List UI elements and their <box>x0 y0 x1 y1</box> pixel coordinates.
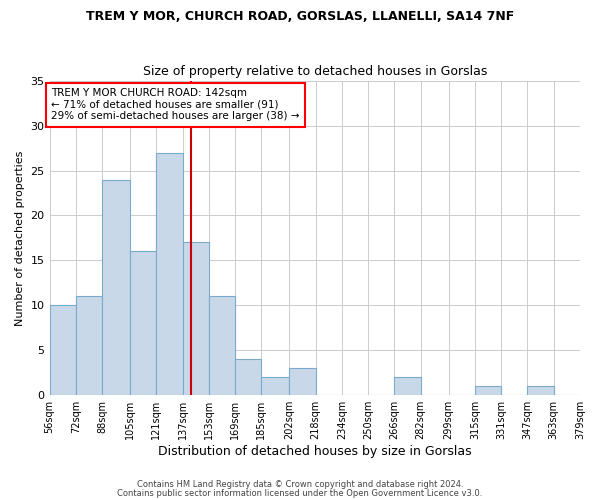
Title: Size of property relative to detached houses in Gorslas: Size of property relative to detached ho… <box>143 66 487 78</box>
Y-axis label: Number of detached properties: Number of detached properties <box>15 150 25 326</box>
Text: Contains public sector information licensed under the Open Government Licence v3: Contains public sector information licen… <box>118 488 482 498</box>
Bar <box>182 242 209 394</box>
Text: Contains HM Land Registry data © Crown copyright and database right 2024.: Contains HM Land Registry data © Crown c… <box>137 480 463 489</box>
Bar <box>209 296 235 394</box>
Bar <box>50 305 76 394</box>
Bar <box>475 386 501 394</box>
Bar <box>156 152 182 394</box>
Bar <box>102 180 130 394</box>
Bar <box>262 377 289 394</box>
Bar <box>394 377 421 394</box>
Bar <box>130 252 156 394</box>
Text: TREM Y MOR CHURCH ROAD: 142sqm
← 71% of detached houses are smaller (91)
29% of : TREM Y MOR CHURCH ROAD: 142sqm ← 71% of … <box>51 88 299 122</box>
Bar <box>289 368 316 394</box>
Bar <box>527 386 554 394</box>
X-axis label: Distribution of detached houses by size in Gorslas: Distribution of detached houses by size … <box>158 444 472 458</box>
Bar <box>76 296 102 394</box>
Bar <box>235 359 262 394</box>
Text: TREM Y MOR, CHURCH ROAD, GORSLAS, LLANELLI, SA14 7NF: TREM Y MOR, CHURCH ROAD, GORSLAS, LLANEL… <box>86 10 514 23</box>
